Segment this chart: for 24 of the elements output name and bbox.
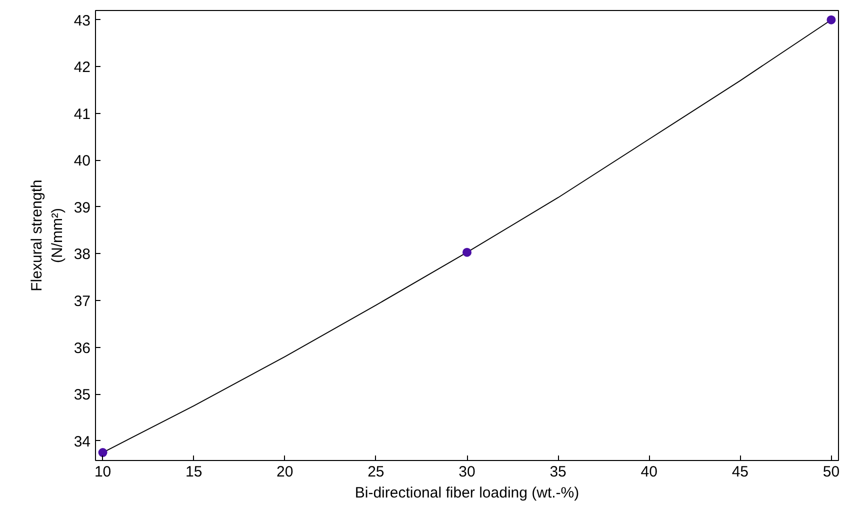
x-tick-label: 35 <box>550 464 566 480</box>
x-axis-title: Bi-directional fiber loading (wt.-%) <box>354 484 580 502</box>
y-tick-label: 37 <box>74 293 91 310</box>
x-tick-label: 10 <box>94 464 112 480</box>
y-tick-label: 42 <box>74 59 91 76</box>
x-tick-label: 50 <box>822 464 840 480</box>
y-tick-label: 35 <box>74 386 91 404</box>
x-tick-label: 30 <box>458 464 476 480</box>
y-tick-label: 41 <box>74 106 91 123</box>
x-tick-label: 45 <box>732 464 749 480</box>
y-tick-label: 39 <box>74 199 91 216</box>
y-tick-label: 40 <box>74 152 91 170</box>
y-axis-title: Flexural strength (N/mm²) <box>28 180 66 292</box>
y-tick-label: 36 <box>74 340 91 357</box>
y-tick-label: 38 <box>74 246 91 264</box>
x-tick-label: 20 <box>276 464 294 480</box>
point <box>826 15 836 24</box>
point <box>462 248 472 257</box>
y-tick-label: 34 <box>74 433 91 450</box>
x-tick-label: 15 <box>185 464 202 480</box>
point <box>98 448 108 458</box>
x-tick-label: 25 <box>368 464 384 480</box>
y-tick-label: 43 <box>74 12 91 30</box>
x-tick-label: 40 <box>640 464 658 480</box>
